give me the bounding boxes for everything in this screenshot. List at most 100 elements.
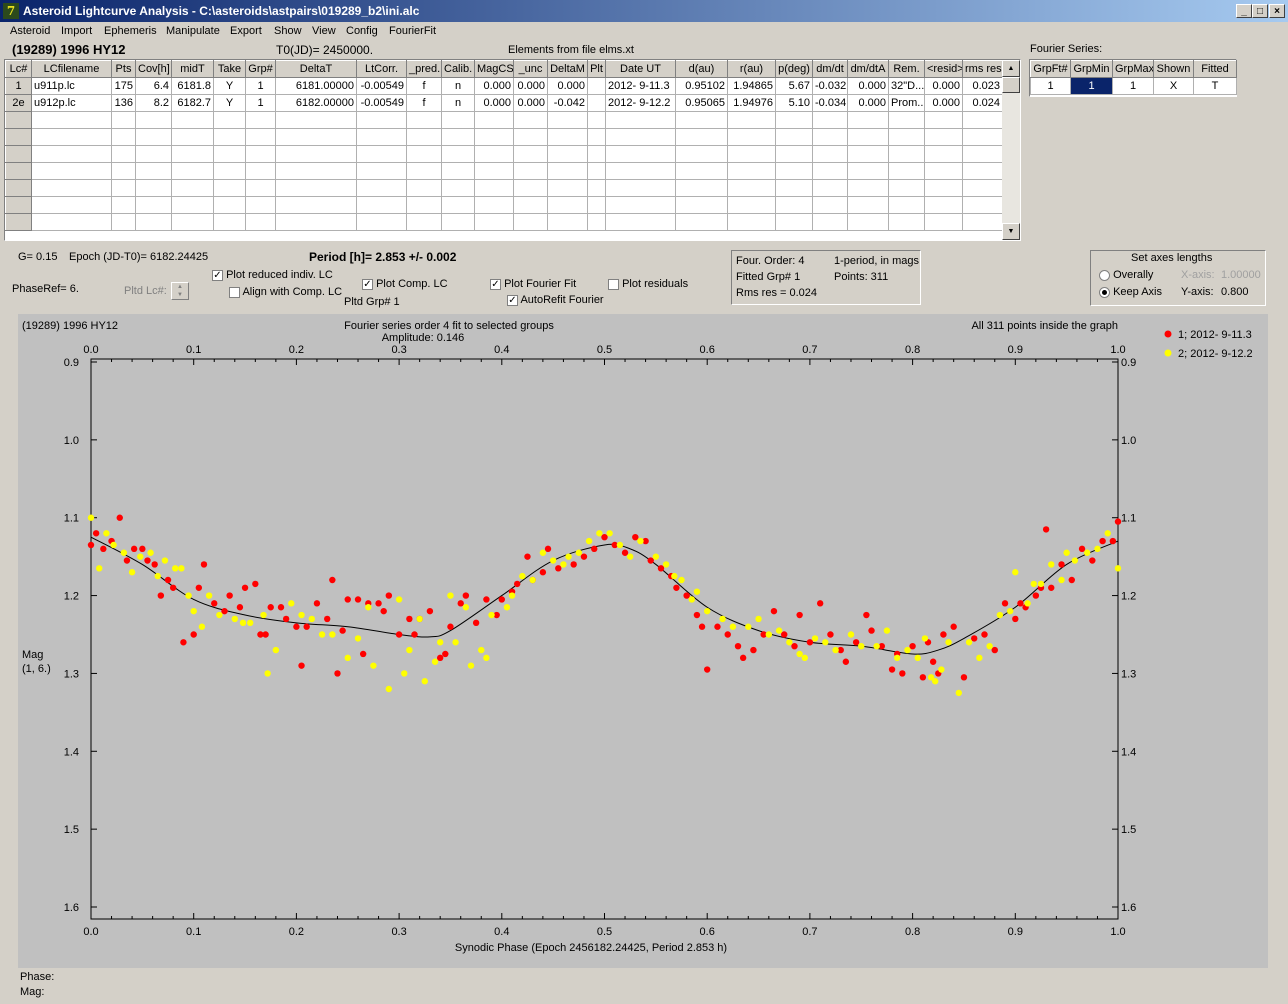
column-header[interactable]: Date UT xyxy=(605,60,676,78)
column-header[interactable]: dm/dtA xyxy=(847,60,889,78)
table-cell[interactable] xyxy=(245,162,276,180)
table-cell[interactable] xyxy=(547,213,588,231)
table-cell[interactable]: 0.000 xyxy=(847,94,889,112)
menu-export[interactable]: Export xyxy=(230,25,262,37)
table-cell[interactable] xyxy=(111,145,136,163)
table-cell[interactable] xyxy=(356,128,407,146)
table-cell[interactable] xyxy=(675,111,728,129)
menu-ephemeris[interactable]: Ephemeris xyxy=(104,25,157,37)
table-cell[interactable]: -0.00549 xyxy=(356,94,407,112)
table-cell[interactable] xyxy=(356,179,407,197)
table-cell[interactable] xyxy=(406,162,442,180)
table-cell[interactable] xyxy=(406,128,442,146)
table-cell[interactable] xyxy=(111,162,136,180)
table-cell[interactable]: 6.4 xyxy=(135,77,172,95)
table-cell[interactable] xyxy=(962,145,1003,163)
table-cell[interactable] xyxy=(245,179,276,197)
table-cell[interactable] xyxy=(605,179,676,197)
table-cell[interactable]: 1.94865 xyxy=(727,77,776,95)
fourier-column-header[interactable]: Fitted xyxy=(1193,60,1237,78)
column-header[interactable]: LCfilename xyxy=(31,60,112,78)
table-cell[interactable] xyxy=(888,145,925,163)
table-cell[interactable] xyxy=(441,179,475,197)
table-cell[interactable] xyxy=(213,196,246,214)
table-row[interactable] xyxy=(5,145,1003,163)
table-cell[interactable] xyxy=(547,179,588,197)
table-cell[interactable] xyxy=(474,128,514,146)
table-cell[interactable]: 1.94976 xyxy=(727,94,776,112)
table-cell[interactable]: 0.000 xyxy=(924,94,963,112)
table-cell[interactable] xyxy=(111,111,136,129)
column-header[interactable]: midT xyxy=(171,60,214,78)
align-comp-checkbox[interactable]: Align with Comp. LC xyxy=(229,286,342,298)
table-cell[interactable]: u911p.lc xyxy=(31,77,112,95)
table-cell[interactable] xyxy=(171,162,214,180)
table-cell[interactable] xyxy=(962,179,1003,197)
table-cell[interactable] xyxy=(675,179,728,197)
table-cell[interactable] xyxy=(888,162,925,180)
table-cell[interactable] xyxy=(406,145,442,163)
table-cell[interactable]: 6181.00000 xyxy=(275,77,357,95)
plot-reduced-checkbox[interactable]: ✓ Plot reduced indiv. LC xyxy=(212,269,333,281)
table-cell[interactable] xyxy=(513,162,548,180)
scroll-thumb[interactable] xyxy=(1002,77,1020,93)
table-cell[interactable]: f xyxy=(406,94,442,112)
table-cell[interactable] xyxy=(474,111,514,129)
table-cell[interactable] xyxy=(474,213,514,231)
table-cell[interactable]: -0.034 xyxy=(812,94,848,112)
table-cell[interactable] xyxy=(245,145,276,163)
table-cell[interactable] xyxy=(275,162,357,180)
table-cell[interactable] xyxy=(962,196,1003,214)
table-cell[interactable] xyxy=(587,128,606,146)
table-cell[interactable] xyxy=(812,145,848,163)
table-cell[interactable] xyxy=(888,196,925,214)
column-header[interactable]: rms res xyxy=(962,60,1003,78)
table-cell[interactable] xyxy=(31,196,112,214)
table-cell[interactable] xyxy=(245,128,276,146)
menu-config[interactable]: Config xyxy=(346,25,378,37)
table-cell[interactable] xyxy=(5,179,32,197)
table-cell[interactable] xyxy=(888,179,925,197)
table-cell[interactable] xyxy=(775,145,813,163)
column-header[interactable]: Grp# xyxy=(245,60,276,78)
table-cell[interactable]: 1 xyxy=(245,77,276,95)
table-cell[interactable] xyxy=(812,128,848,146)
column-header[interactable]: Take xyxy=(213,60,246,78)
table-cell[interactable]: 6182.00000 xyxy=(275,94,357,112)
table-cell[interactable] xyxy=(587,162,606,180)
table-cell[interactable] xyxy=(406,179,442,197)
table-cell[interactable] xyxy=(213,179,246,197)
table-cell[interactable] xyxy=(275,128,357,146)
table-cell[interactable] xyxy=(675,145,728,163)
column-header[interactable]: Plt xyxy=(587,60,606,78)
table-cell[interactable] xyxy=(406,213,442,231)
table-cell[interactable] xyxy=(171,145,214,163)
table-cell[interactable] xyxy=(406,111,442,129)
table-cell[interactable] xyxy=(5,111,32,129)
table-cell[interactable] xyxy=(888,111,925,129)
table-cell[interactable] xyxy=(356,145,407,163)
table-cell[interactable] xyxy=(812,196,848,214)
menu-manipulate[interactable]: Manipulate xyxy=(166,25,220,37)
table-cell[interactable] xyxy=(406,196,442,214)
table-cell[interactable]: Y xyxy=(213,94,246,112)
table-cell[interactable] xyxy=(605,213,676,231)
table-cell[interactable] xyxy=(847,213,889,231)
maximize-button[interactable]: □ xyxy=(1252,4,1268,18)
table-cell[interactable] xyxy=(135,145,172,163)
column-header[interactable]: p(deg) xyxy=(775,60,813,78)
table-cell[interactable]: Prom... xyxy=(888,94,925,112)
table-cell[interactable]: 0.024 xyxy=(962,94,1003,112)
table-cell[interactable] xyxy=(675,213,728,231)
table-cell[interactable]: 0.000 xyxy=(474,77,514,95)
table-cell[interactable] xyxy=(275,196,357,214)
table-cell[interactable] xyxy=(513,128,548,146)
table-cell[interactable] xyxy=(605,128,676,146)
table-cell[interactable] xyxy=(171,213,214,231)
y-axis-value[interactable]: 0.800 xyxy=(1221,286,1249,298)
table-cell[interactable] xyxy=(547,111,588,129)
table-cell[interactable] xyxy=(171,179,214,197)
table-cell[interactable] xyxy=(962,128,1003,146)
column-header[interactable]: Pts xyxy=(111,60,136,78)
fourier-cell[interactable]: T xyxy=(1193,77,1237,95)
